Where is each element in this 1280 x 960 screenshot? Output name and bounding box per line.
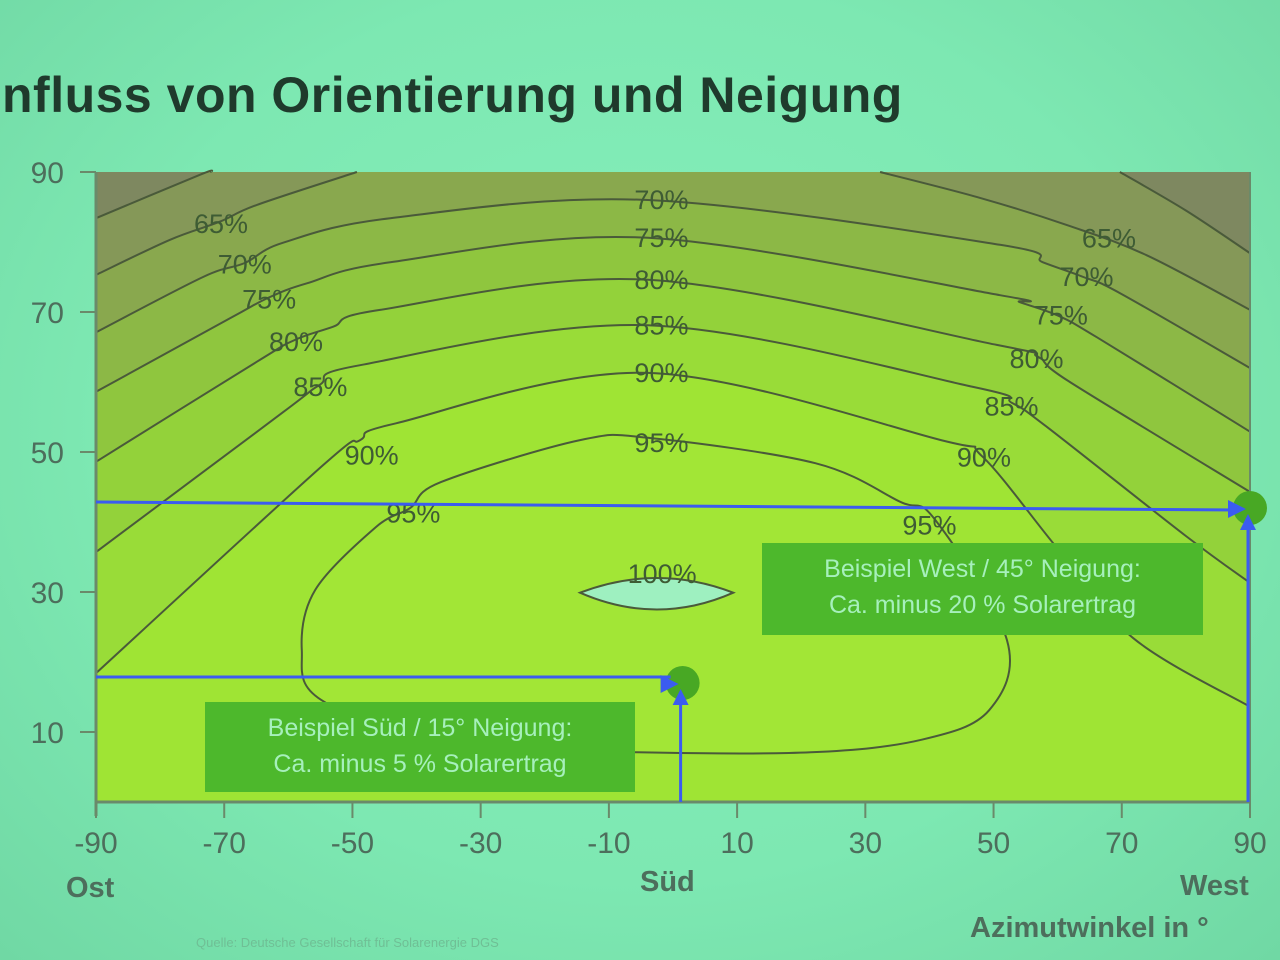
example-marker-sued [665, 666, 700, 700]
contour-band-65 [96, 172, 357, 275]
arrow-horizontal-west [95, 500, 1239, 512]
contour-line-70 [95, 198, 1251, 369]
contour-label: 95% [902, 511, 956, 541]
axes: 10 30 50 70 90 -90 -70 -50 -30 -10 10 30 50 70 90 [31, 157, 1267, 860]
x-direction-sued: Süd [640, 866, 695, 898]
slide-title: nfluss von Orientierung und Neigung [2, 67, 903, 123]
contour-label: 65% [1082, 224, 1136, 254]
y-tick-label: 10 [31, 717, 64, 750]
source-note: Quelle: Deutsche Gesellschaft für Solare… [196, 935, 499, 950]
contour-band-65 [880, 172, 1250, 310]
x-tick-label: -10 [587, 827, 630, 860]
x-tick-label: 90 [1233, 827, 1266, 860]
arrowhead-up-icon [1240, 514, 1256, 530]
contour-band-60 [1119, 172, 1250, 254]
example-markers [95, 491, 1267, 802]
x-tick-label: -70 [203, 827, 246, 860]
contour-label: 80% [1009, 344, 1063, 374]
x-direction-ost: Ost [66, 872, 115, 904]
contour-line-100 [577, 577, 736, 611]
y-tick-label: 50 [31, 437, 64, 470]
contour-line-80 [95, 278, 1251, 493]
contour-label: 90% [345, 441, 399, 471]
contour-line-75 [95, 235, 1251, 433]
x-tick-label: 10 [720, 827, 753, 860]
example-marker-west [1233, 491, 1267, 525]
contour-labels: 90% 90% 90% 85% 85% 85% 80% 80% 80% 75% 75% 75% 70% 7… [194, 185, 1136, 589]
contour-label: 90% [957, 443, 1011, 473]
contour-label: 85% [293, 372, 347, 402]
y-tick-label: 90 [31, 157, 64, 190]
x-tick-label: -50 [331, 827, 374, 860]
example-sued-line-2: Ca. minus 5 % Solarertrag [273, 750, 567, 778]
contour-line-65 [879, 171, 1251, 311]
contour-label: 75% [242, 284, 296, 314]
contour-band-70 [96, 172, 1250, 368]
contour-label: 70% [634, 185, 688, 215]
x-tick-label: 30 [849, 827, 882, 860]
example-box-west: Beispiel West / 45° Neigung: Ca. minus 2… [762, 543, 1203, 635]
contour-label: 80% [269, 327, 323, 357]
contour-label: 70% [218, 249, 272, 279]
contour-line-85 [95, 324, 1251, 584]
x-tick-label: -30 [459, 827, 502, 860]
arrowhead-up-icon [672, 689, 689, 705]
x-tick-label: 70 [1105, 827, 1138, 860]
contour-line-60 [95, 169, 214, 220]
contour-label-peak: 100% [628, 559, 697, 589]
x-tick-label: -90 [74, 827, 117, 860]
contour-line-65 [95, 171, 358, 276]
contour-label: 65% [194, 209, 248, 239]
y-tick-label: 70 [31, 297, 64, 330]
contour-label: 80% [634, 265, 688, 295]
contour-line-60 [1119, 171, 1251, 255]
example-sued-line-1: Beispiel Süd / 15° Neigung: [267, 714, 573, 742]
y-tick-label: 30 [31, 577, 64, 610]
arrowhead-right-icon [660, 675, 679, 693]
contour-label: 95% [634, 428, 688, 458]
contour-line-95 [300, 433, 1012, 755]
contour-fills [96, 170, 1250, 802]
example-box-sued: Beispiel Süd / 15° Neigung: Ca. minus 5 … [205, 702, 635, 792]
contour-label: 75% [634, 223, 688, 253]
example-west-line-2: Ca. minus 20 % Solarertrag [828, 591, 1137, 619]
contour-label: 90% [634, 358, 688, 388]
x-tick-label: 50 [977, 827, 1010, 860]
contour-label: 85% [634, 310, 688, 340]
contour-label: 75% [1034, 301, 1088, 331]
contour-band-60 [96, 170, 213, 219]
x-direction-west: West [1180, 870, 1249, 902]
contour-label: 85% [984, 392, 1038, 422]
x-axis-label: Azimutwinkel in ° [970, 912, 1209, 944]
example-west-line-1: Beispiel West / 45° Neigung: [824, 555, 1141, 583]
arrowhead-right-icon [1228, 500, 1246, 518]
contour-label: 70% [1059, 262, 1113, 292]
